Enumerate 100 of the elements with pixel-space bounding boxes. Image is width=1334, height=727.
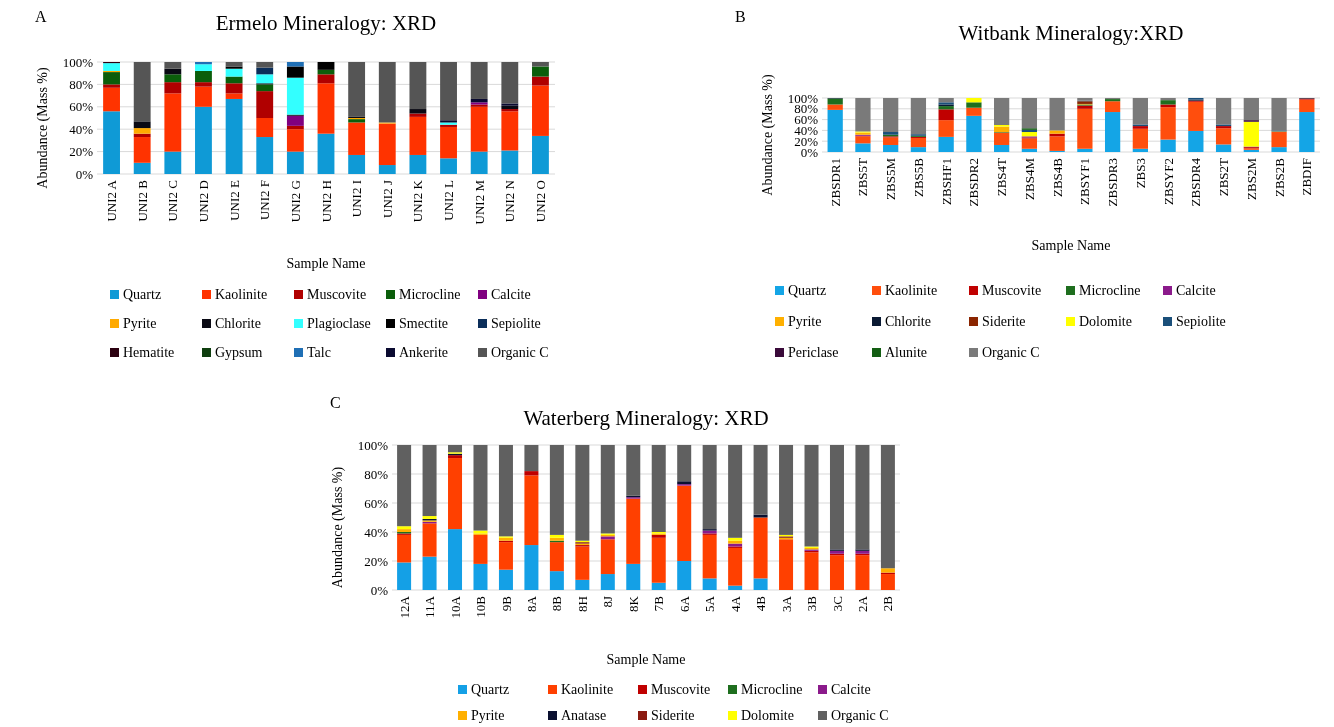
x-tick-label: ZBDIF [1299, 158, 1315, 196]
legend-label: Calcite [1176, 283, 1216, 298]
x-tick-label: ZBS2T [1216, 157, 1232, 197]
x-tick-label: ZBSDR1 [827, 158, 843, 207]
y-tick-label: 0% [75, 166, 94, 182]
x-tick-label: 6A [676, 595, 692, 612]
x-tick-label: UNI2 O [533, 180, 548, 223]
x-tick-label: ZBSHF1 [938, 158, 954, 205]
legend-label: Pyrite [788, 314, 822, 329]
legend-label: Organic C [831, 708, 889, 723]
x-tick-label: UNI2 I [349, 180, 365, 218]
y-tick-label: 0% [370, 582, 389, 598]
legend-label: Smectite [399, 316, 448, 331]
legend-label: Pyrite [123, 316, 157, 331]
x-tick-label: ZBS4B [1049, 157, 1065, 198]
x-tick-label: UNI2 F [257, 180, 273, 221]
x-tick-label: 3B [804, 595, 820, 612]
chart-title: Ermelo Mineralogy: XRD [215, 11, 437, 35]
x-tick-label: UNI2 N [502, 179, 518, 223]
x-tick-label: 8H [574, 596, 590, 612]
legend-label: Hematite [123, 345, 175, 360]
x-tick-label: 5A [702, 595, 718, 612]
y-tick-label: 60% [69, 99, 94, 115]
legend-label: Plagioclase [307, 316, 371, 331]
x-tick-label: 8B [549, 595, 565, 612]
legend-label: Quartz [123, 287, 162, 302]
x-tick-label: 11A [422, 595, 438, 618]
x-tick-label: 8K [625, 595, 641, 612]
x-tick-label: 3C [829, 596, 845, 612]
y-tick-label: 100% [62, 54, 94, 70]
x-tick-label: 8A [523, 595, 539, 612]
x-tick-label: UNI2 B [134, 179, 150, 222]
text: B [735, 8, 746, 25]
x-tick-label: ZBS5T [855, 157, 871, 197]
x-tick-label: UNI2 J [379, 180, 395, 218]
legend-label: Muscovite [982, 283, 1042, 298]
y-tick-label: 80% [69, 76, 94, 92]
x-tick-label: ZBSDR4 [1188, 157, 1204, 207]
x-axis-title: Sample Name [606, 652, 686, 667]
legend-label: Calcite [491, 287, 531, 302]
x-tick-label: ZBS2B [1271, 157, 1287, 198]
x-tick-label: ZBSYF2 [1160, 158, 1176, 205]
x-tick-label: 4B [753, 595, 769, 612]
x-tick-label: 2A [854, 595, 870, 612]
x-tick-label: 8J [600, 596, 616, 608]
legend-label: Chlorite [215, 316, 261, 331]
x-tick-label: 7B [651, 595, 667, 612]
legend-label: Microcline [741, 682, 803, 697]
legend-label: Muscovite [307, 287, 367, 302]
x-tick-label: UNI2 A [104, 179, 120, 222]
x-tick-label: ZBS4T [994, 157, 1010, 197]
text: C [330, 394, 341, 411]
x-tick-label: 10A [447, 595, 463, 619]
y-axis-title: Abundance (Mass %) [330, 466, 346, 589]
y-tick-label: 60% [794, 112, 819, 128]
x-tick-label: UNI2 E [226, 179, 242, 221]
x-tick-label: ZBS4M [1021, 157, 1037, 200]
x-tick-label: ZBS3 [1132, 158, 1148, 189]
chart-title: Witbank Mineralogy:XRD [958, 21, 1184, 45]
legend-label: Calcite [831, 682, 871, 697]
legend-label: Pyrite [471, 708, 505, 723]
x-tick-label: UNI2 H [318, 180, 334, 223]
legend-label: Kaolinite [885, 283, 938, 298]
legend-label: Siderite [982, 314, 1026, 329]
legend-label: Chlorite [885, 314, 931, 329]
legend-label: Gypsum [215, 345, 263, 360]
x-tick-label: UNI2 L [441, 179, 457, 221]
y-tick-label: 20% [69, 144, 94, 160]
x-tick-label: UNI2 D [196, 180, 212, 223]
x-tick-label: 2B [880, 595, 896, 612]
y-axis-title: Abundance (Mass %) [35, 67, 51, 189]
x-tick-label: 12A [396, 595, 412, 619]
x-tick-label: 9B [498, 595, 514, 612]
x-tick-label: 4A [727, 595, 743, 612]
legend-label: Sepiolite [1176, 314, 1226, 329]
y-tick-label: 80% [364, 466, 389, 482]
x-tick-label: ZBSDR2 [966, 158, 982, 207]
y-tick-label: 100% [787, 90, 819, 106]
legend-label: Kaolinite [561, 682, 614, 697]
x-tick-label: ZBSDR3 [1105, 158, 1121, 207]
y-tick-label: 60% [364, 495, 389, 511]
legend-label: Quartz [471, 682, 510, 697]
legend-label: Dolomite [741, 708, 794, 723]
legend-label: Microcline [399, 287, 461, 302]
legend-label: Kaolinite [215, 287, 268, 302]
x-tick-label: UNI2 C [165, 180, 181, 222]
x-tick-label: ZBS5M [883, 157, 899, 200]
y-axis-title: Abundance (Mass %) [760, 74, 776, 196]
x-axis-title: Sample Name [1031, 238, 1111, 253]
x-tick-label: 10B [473, 595, 489, 618]
chart-title: Waterberg Mineralogy: XRD [523, 406, 769, 430]
legend-label: Siderite [651, 708, 695, 723]
legend-label: Ankerite [399, 345, 448, 360]
legend-label: Organic C [982, 345, 1040, 360]
x-tick-label: ZBS5B [910, 157, 926, 198]
y-tick-label: 40% [364, 524, 389, 540]
x-axis-title: Sample Name [286, 256, 366, 271]
y-tick-label: 100% [357, 437, 389, 453]
x-tick-label: ZBSYF1 [1077, 158, 1093, 205]
y-tick-label: 20% [364, 553, 389, 569]
